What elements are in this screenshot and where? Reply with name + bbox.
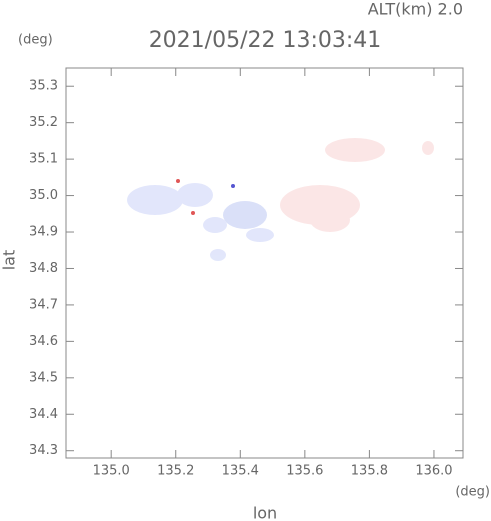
y-tick-label: 34.3 <box>29 443 58 458</box>
y-tick-label: 34.8 <box>29 261 58 276</box>
y-tick-label: 35.1 <box>29 152 58 167</box>
x-tick-label: 136.0 <box>415 464 452 479</box>
x-tick-label: 135.0 <box>93 464 130 479</box>
y-tick-label: 35.0 <box>29 188 58 203</box>
y-unit: (deg) <box>18 33 53 48</box>
y-tick-label: 35.3 <box>29 79 58 94</box>
y-tick-label: 34.7 <box>29 297 58 312</box>
y-tick-label: 34.4 <box>29 407 58 422</box>
chart-title: 2021/05/22 13:03:41 <box>149 28 382 53</box>
x-tick-label: 135.2 <box>157 464 194 479</box>
y-axis-label: lat <box>0 250 19 271</box>
x-tick-label: 135.8 <box>351 464 388 479</box>
plot-frame <box>65 67 464 459</box>
x-tick-label: 135.4 <box>222 464 259 479</box>
x-unit: (deg) <box>455 485 490 500</box>
altitude-label: ALT(km) 2.0 <box>368 0 463 19</box>
echo-field <box>127 138 434 261</box>
y-tick-label: 34.5 <box>29 370 58 385</box>
y-tick-label: 35.2 <box>29 115 58 130</box>
y-tick-label: 34.9 <box>29 225 58 240</box>
y-tick-label: 34.6 <box>29 334 58 349</box>
x-tick-label: 135.6 <box>286 464 323 479</box>
x-axis-label: lon <box>253 504 277 521</box>
